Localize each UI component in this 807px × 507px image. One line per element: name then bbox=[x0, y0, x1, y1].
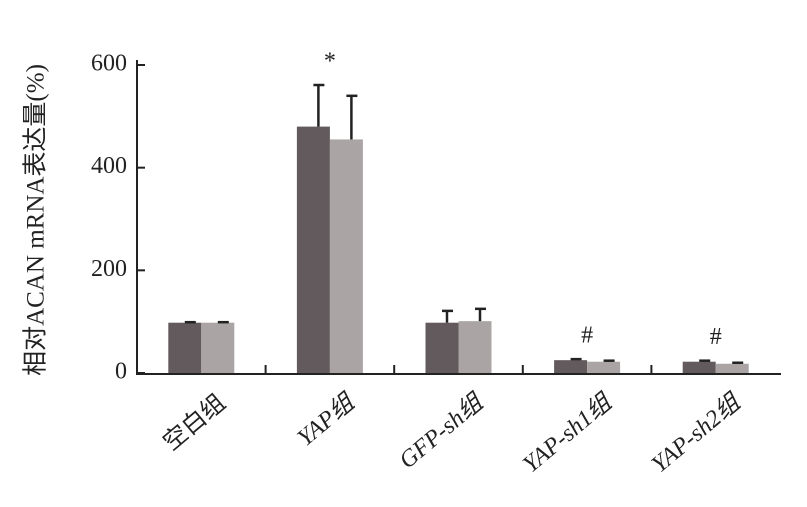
error-bar bbox=[184, 320, 196, 324]
bar bbox=[201, 322, 235, 373]
x-tick-label: YAP-sh1组 bbox=[518, 388, 618, 478]
bar bbox=[329, 139, 363, 373]
bar bbox=[458, 321, 492, 373]
x-tick-label: GFP-sh组 bbox=[394, 388, 489, 474]
y-tick-label: 400 bbox=[91, 153, 127, 179]
bar bbox=[587, 361, 621, 373]
annotation: * bbox=[324, 49, 336, 75]
y-tick-label: 200 bbox=[91, 256, 127, 282]
error-bar bbox=[217, 320, 229, 324]
error-bar bbox=[603, 359, 615, 362]
bar bbox=[296, 126, 330, 373]
error-bar bbox=[346, 94, 358, 140]
bar bbox=[682, 361, 716, 373]
x-tick-label: YAP-sh2组 bbox=[646, 388, 746, 478]
annotation: # bbox=[581, 323, 593, 349]
y-axis-label: 相对ACAN mRNA表达量(%) bbox=[22, 64, 50, 376]
error-bar bbox=[313, 83, 325, 127]
annotation: # bbox=[710, 324, 722, 350]
bar bbox=[168, 322, 202, 373]
bar bbox=[715, 363, 749, 373]
x-tick-label: 空白组 bbox=[158, 389, 231, 456]
error-bar bbox=[732, 361, 744, 364]
y-tick-label: 0 bbox=[115, 359, 127, 385]
y-tick-label: 600 bbox=[91, 51, 127, 77]
x-tick-label: YAP组 bbox=[292, 388, 361, 452]
error-bar bbox=[699, 359, 711, 362]
bar bbox=[554, 360, 588, 373]
error-bar bbox=[570, 357, 582, 361]
error-bar bbox=[475, 307, 486, 322]
error-bar bbox=[442, 309, 453, 323]
bar bbox=[425, 322, 459, 373]
